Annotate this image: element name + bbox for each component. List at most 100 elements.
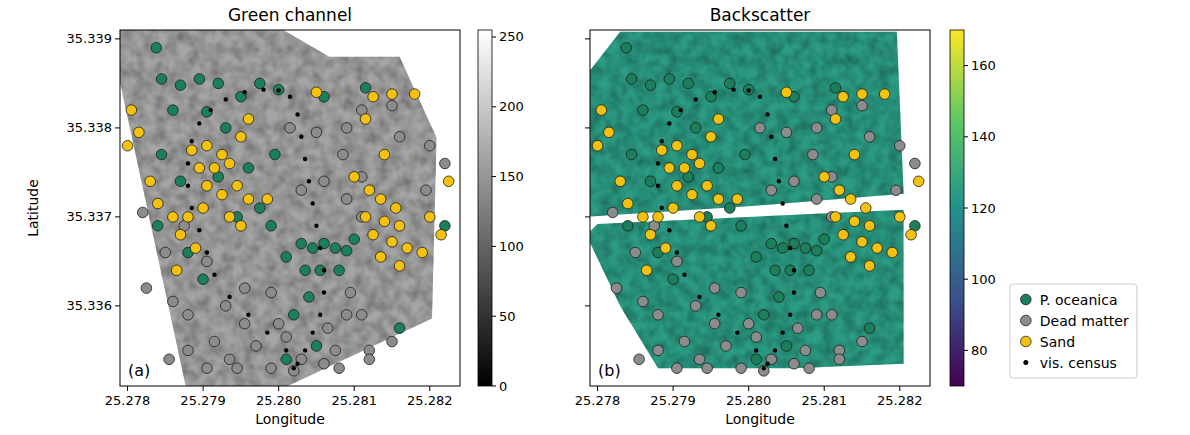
census-point <box>656 161 660 165</box>
sample-point <box>668 274 679 285</box>
sample-point <box>857 100 868 111</box>
panel: 25.27825.27925.28025.28125.282Backscatte… <box>575 5 996 427</box>
sample-point <box>334 265 345 276</box>
sample-point <box>152 221 163 232</box>
sample-point <box>311 341 322 352</box>
colorbar-tick-label: 120 <box>971 201 996 216</box>
sample-point <box>273 84 284 95</box>
x-tick-label: 25.282 <box>877 393 923 408</box>
census-point <box>788 246 792 250</box>
x-tick-label: 25.280 <box>256 393 302 408</box>
census-point <box>754 348 758 352</box>
sample-point <box>202 107 213 118</box>
sample-point <box>168 296 179 307</box>
sample-point <box>800 345 811 356</box>
census-point <box>694 97 698 101</box>
x-tick <box>354 386 355 391</box>
sample-point <box>379 149 390 160</box>
y-tick <box>115 127 120 128</box>
census-point <box>780 201 784 205</box>
sample-point <box>330 345 341 356</box>
sample-point <box>175 229 186 240</box>
colorbar-tick <box>964 350 968 351</box>
sample-point <box>894 140 905 151</box>
sample-point <box>891 185 902 196</box>
sample-point <box>879 89 890 100</box>
sample-point <box>209 163 220 174</box>
sample-point <box>706 132 717 143</box>
sample-point <box>168 212 179 223</box>
sample-point <box>198 274 209 285</box>
sample-point <box>273 318 284 329</box>
sample-point <box>611 283 622 294</box>
census-point <box>190 206 194 210</box>
colorbar-tick <box>492 36 496 37</box>
sample-point <box>296 185 307 196</box>
sample-point <box>838 229 849 240</box>
sample-point <box>751 332 762 343</box>
sample-point <box>417 247 428 258</box>
y-tick-label: 35.337 <box>67 209 113 224</box>
sample-point <box>770 265 781 276</box>
panel-label: (a) <box>128 361 150 380</box>
sample-point <box>394 221 405 232</box>
sample-point <box>751 252 762 263</box>
sample-point <box>311 127 322 138</box>
sample-point <box>706 221 717 232</box>
sample-point <box>183 345 194 356</box>
sample-point <box>910 158 921 169</box>
sample-point <box>145 176 156 187</box>
sample-point <box>743 318 754 329</box>
census-point <box>261 87 265 91</box>
colorbar-tick <box>492 176 496 177</box>
sample-point <box>296 238 307 249</box>
sample-point <box>630 247 641 258</box>
sample-point <box>830 212 841 223</box>
sample-point <box>781 341 792 352</box>
sample-point <box>168 105 179 116</box>
census-point <box>780 330 784 334</box>
sample-point <box>857 89 868 100</box>
x-tick-label: 25.279 <box>650 393 696 408</box>
census-point <box>265 330 269 334</box>
y-tick <box>585 216 590 217</box>
census-point <box>224 97 228 101</box>
colorbar-tick-label: 250 <box>499 29 524 44</box>
sample-point <box>364 354 375 365</box>
x-tick <box>673 386 674 391</box>
sample-point <box>186 145 197 156</box>
census-point <box>682 273 686 277</box>
census-point <box>303 157 307 161</box>
y-tick <box>585 127 590 128</box>
sample-point <box>217 189 228 200</box>
sample-point <box>645 229 656 240</box>
sample-point <box>653 212 664 223</box>
colorbar-tick <box>492 316 496 317</box>
sample-point <box>819 172 830 183</box>
sample-point <box>251 341 262 352</box>
colorbar-tick <box>964 279 968 280</box>
census-point <box>716 313 720 317</box>
figure: 25.27825.27925.28025.28125.28235.33635.3… <box>0 0 1190 435</box>
sample-point <box>634 354 645 365</box>
sample-point <box>341 123 352 134</box>
sample-point <box>134 127 145 138</box>
legend-label: Sand <box>1040 334 1075 350</box>
census-point <box>227 295 231 299</box>
sample-point <box>164 354 175 365</box>
sample-point <box>860 203 871 214</box>
x-tick-label: 25.281 <box>801 393 847 408</box>
sample-point <box>152 198 163 209</box>
sample-point <box>781 127 792 138</box>
sample-point <box>224 354 235 365</box>
sample-point <box>736 221 747 232</box>
sample-point <box>849 149 860 160</box>
sample-point <box>424 140 435 151</box>
legend-marker <box>1023 360 1028 365</box>
census-point <box>242 90 246 94</box>
sample-point <box>160 247 171 258</box>
sample-point <box>224 212 235 223</box>
sample-point <box>341 194 352 205</box>
sample-point <box>811 310 822 321</box>
sample-point <box>656 145 667 156</box>
